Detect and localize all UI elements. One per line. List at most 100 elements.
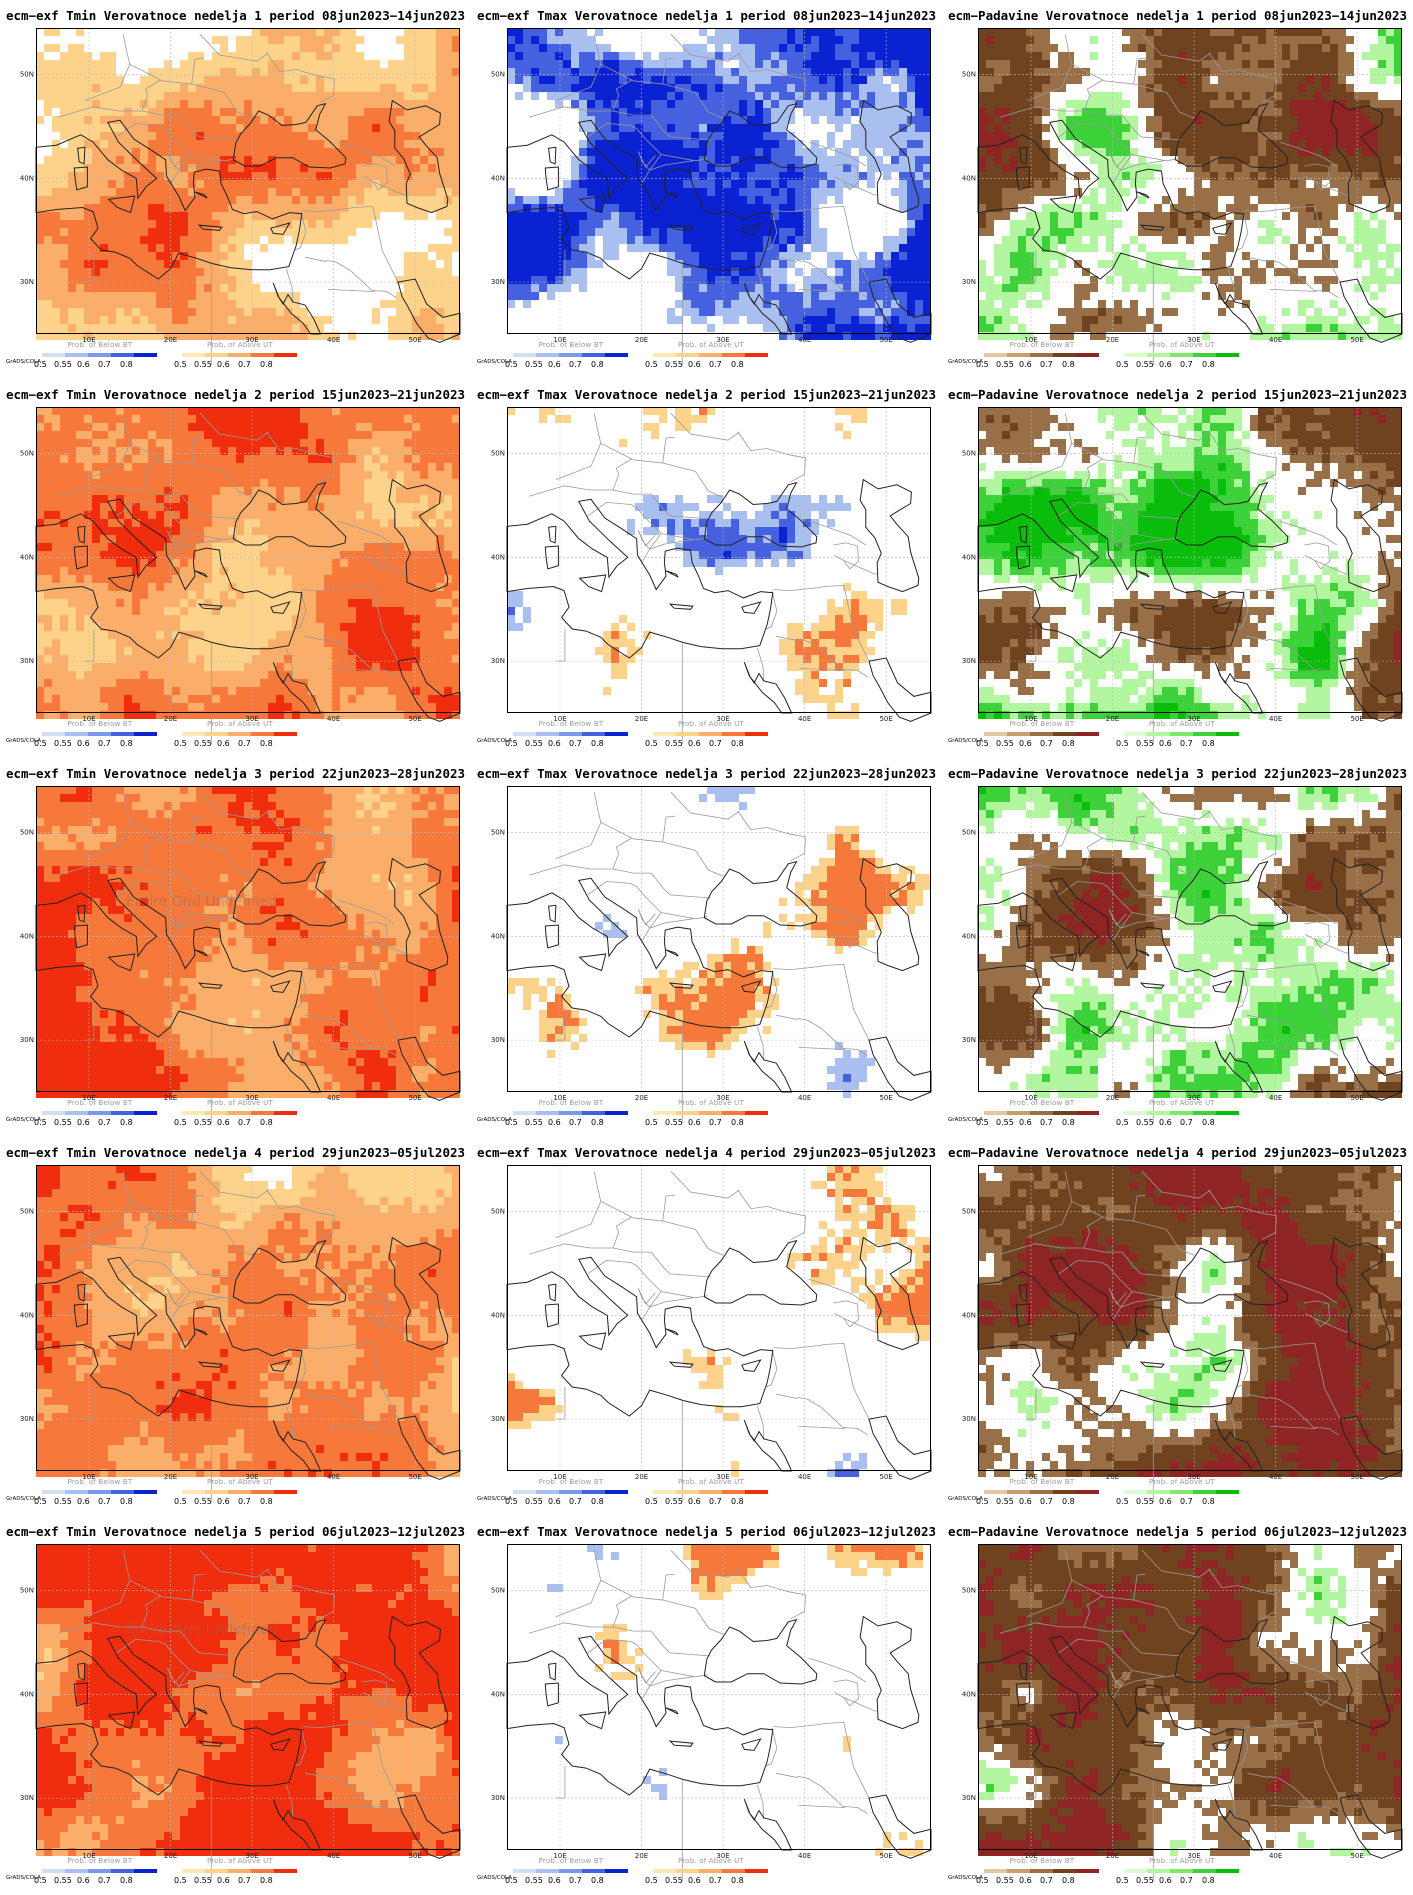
legend-title: Prob. of Above UT: [1112, 1478, 1252, 1486]
legend-swatch: [1124, 1111, 1147, 1115]
legend-swatch: [134, 1490, 157, 1494]
legend-below: Prob. of Below BT 0.5 0.55 0.6 0.7 0.8: [30, 1855, 170, 1889]
latitude-label: 50N: [20, 1587, 34, 1595]
legend-swatch: [722, 1869, 745, 1873]
legend-swatch: [699, 1490, 722, 1494]
legend-value: 0.6: [1159, 360, 1172, 369]
longitude-label: 20E: [164, 715, 177, 723]
legend-value: 0.8: [731, 739, 744, 748]
latitude-label: 40N: [491, 1690, 505, 1698]
grads-credit: GrADS/COLA: [6, 1117, 41, 1123]
legend-value: 0.8: [120, 360, 133, 369]
legend-swatch: [676, 353, 699, 357]
grads-credit: GrADS/COLA: [948, 738, 983, 744]
panel-title: ecm−exf Tmin Verovatnoce nedelja 4 perio…: [0, 1145, 471, 1160]
legend-color-bar: [1124, 1490, 1239, 1494]
legend-color-bar: [653, 732, 768, 736]
map-panel-prec-week-5: ecm−Padavine Verovatnoce nedelja 5 perio…: [942, 1516, 1413, 1895]
legend-color-bar: [653, 1490, 768, 1494]
longitude-label: 10E: [1024, 1094, 1037, 1102]
legend-value: 0.55: [996, 1497, 1014, 1506]
legend-swatch: [653, 353, 676, 357]
legend-value: 0.55: [54, 360, 72, 369]
legend-value: 0.55: [54, 739, 72, 748]
grads-credit: GrADS/COLA: [477, 738, 512, 744]
legend-value: 0.5: [505, 1876, 518, 1885]
legend-value: 0.7: [98, 739, 111, 748]
map-area: 50N 40N 30N 10E 20E 30E 40E 50E: [962, 1544, 1403, 1882]
legend-value: 0.5: [976, 360, 989, 369]
legend-swatch: [699, 732, 722, 736]
legend-value: 0.5: [34, 360, 47, 369]
legend-swatch: [1053, 1111, 1076, 1115]
legend-swatch: [65, 1490, 88, 1494]
legend-swatch: [559, 732, 582, 736]
legend-swatch: [559, 1490, 582, 1494]
legend-value: 0.6: [217, 360, 230, 369]
legend-swatch: [42, 732, 65, 736]
longitude-label: 30E: [1187, 1473, 1200, 1481]
legend-swatch: [1053, 732, 1076, 736]
legend-value: 0.6: [1159, 1497, 1172, 1506]
longitude-label: 20E: [164, 1473, 177, 1481]
legend-title: Prob. of Below BT: [501, 341, 641, 349]
legend-value: 0.7: [238, 1876, 251, 1885]
legend-value: 0.55: [525, 360, 543, 369]
longitude-label: 10E: [553, 1094, 566, 1102]
legend-below: Prob. of Below BT 0.5 0.55 0.6 0.7 0.8: [501, 339, 641, 373]
panel-title: ecm−exf Tmin Verovatnoce nedelja 5 perio…: [0, 1524, 471, 1539]
legend-swatch: [228, 732, 251, 736]
map-area: 50N 40N 30N 10E 20E 30E 40E 50E: [20, 407, 461, 745]
legend-swatch: [1030, 1111, 1053, 1115]
probability-map: 50N 40N 30N 10E 20E 30E 40E 50E: [491, 1165, 932, 1503]
legend-swatch: [1147, 732, 1170, 736]
legend-below: Prob. of Below BT 0.5 0.55 0.6 0.7 0.8: [501, 1476, 641, 1510]
legend-color-bar: [984, 1869, 1099, 1873]
legend-value: 0.7: [1040, 1876, 1053, 1885]
legend-value: 0.8: [731, 1118, 744, 1127]
legend-value: 0.5: [645, 1118, 658, 1127]
legend-swatch: [582, 353, 605, 357]
panel-title: ecm−exf Tmin Verovatnoce nedelja 3 perio…: [0, 766, 471, 781]
legend-above: Prob. of Above UT 0.5 0.55 0.6 0.7 0.8: [1112, 339, 1252, 373]
longitude-label: 20E: [1106, 336, 1119, 344]
legend-value: 0.6: [1019, 739, 1032, 748]
legend-swatch: [559, 353, 582, 357]
legend-swatch: [1216, 1490, 1239, 1494]
longitude-label: 40E: [798, 336, 811, 344]
legend-value: 0.6: [1019, 1118, 1032, 1127]
legend-swatch: [605, 353, 628, 357]
map-panel-prec-week-4: ecm−Padavine Verovatnoce nedelja 4 perio…: [942, 1137, 1413, 1516]
longitude-label: 40E: [798, 1473, 811, 1481]
probability-map: 50N 40N 30N 10E 20E 30E 40E 50E: [20, 1165, 461, 1503]
legend-swatch: [251, 1869, 274, 1873]
legend-above: Prob. of Above UT 0.5 0.55 0.6 0.7 0.8: [170, 718, 310, 752]
latitude-label: 50N: [962, 450, 976, 458]
legend-value: 0.6: [1159, 739, 1172, 748]
legend-row: GrADS/COLA Prob. of Below BT 0.5 0.55 0.6 0.7…: [471, 1097, 942, 1131]
legend-swatch: [88, 353, 111, 357]
legend-value: 0.55: [996, 739, 1014, 748]
latitude-label: 40N: [20, 553, 34, 561]
legend-swatch: [111, 1490, 134, 1494]
latitude-label: 30N: [20, 278, 34, 286]
legend-swatch: [1076, 1111, 1099, 1115]
longitude-label: 40E: [1269, 1094, 1282, 1102]
legend-value: 0.55: [665, 360, 683, 369]
legend-swatch: [205, 1869, 228, 1873]
legend-value: 0.5: [1116, 1876, 1129, 1885]
legend-swatch: [1030, 353, 1053, 357]
legend-swatch: [605, 1869, 628, 1873]
longitude-label: 40E: [327, 1473, 340, 1481]
longitude-label: 30E: [245, 1094, 258, 1102]
legend-title: Prob. of Above UT: [170, 1099, 310, 1107]
legend-above: Prob. of Above UT 0.5 0.55 0.6 0.7 0.8: [1112, 1476, 1252, 1510]
legend-value: 0.55: [996, 360, 1014, 369]
legend-swatch: [182, 353, 205, 357]
longitude-label: 10E: [553, 715, 566, 723]
legend-swatch: [699, 1111, 722, 1115]
legend-value: 0.7: [1040, 1497, 1053, 1506]
legend-color-bar: [182, 1111, 297, 1115]
longitude-label: 30E: [1187, 336, 1200, 344]
legend-value: 0.5: [505, 1118, 518, 1127]
